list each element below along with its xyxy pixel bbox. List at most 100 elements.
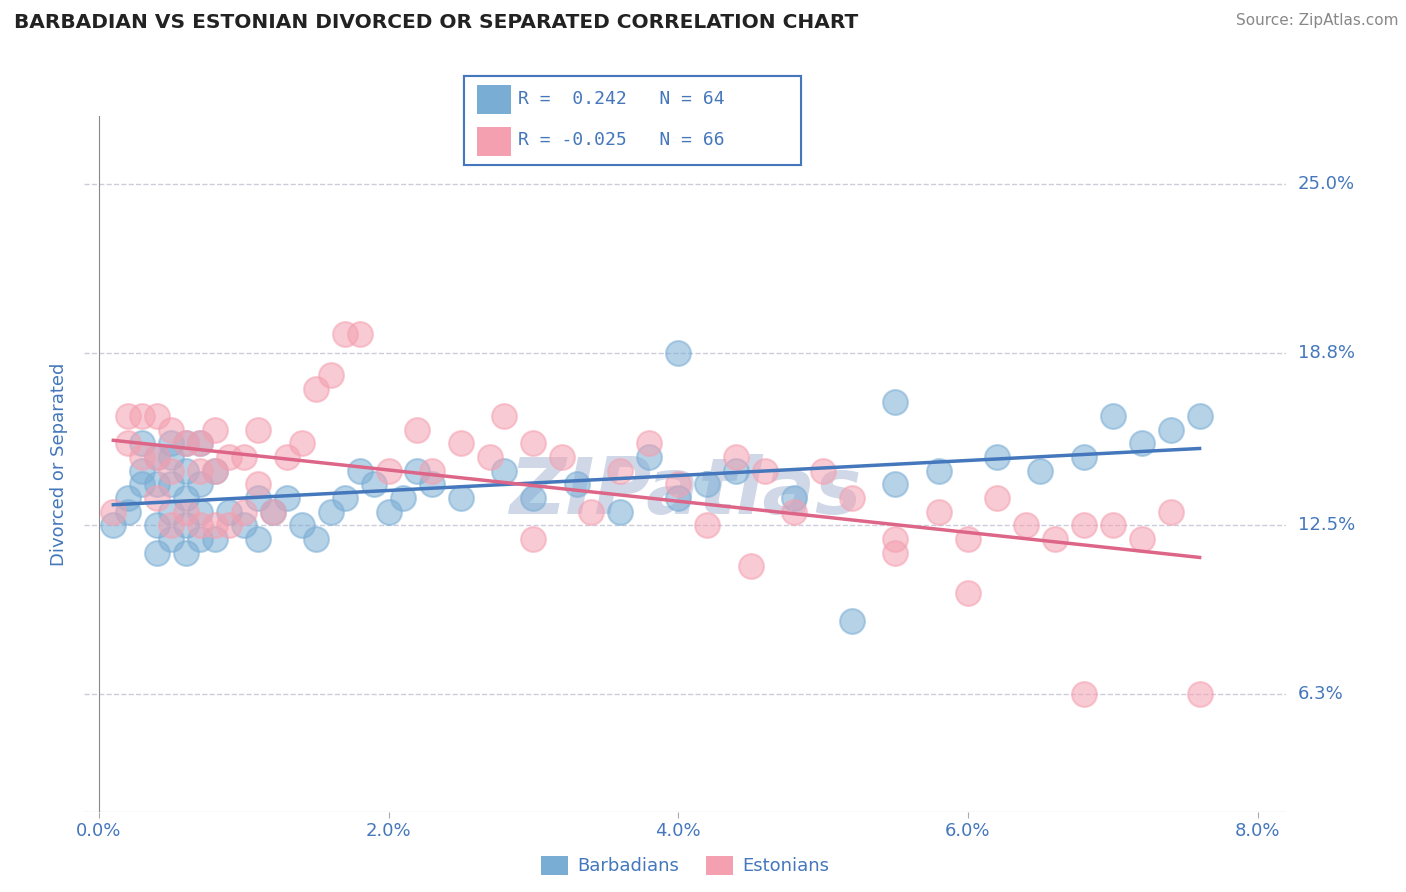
Point xyxy=(146,491,169,505)
Point xyxy=(131,409,153,423)
Point xyxy=(160,532,183,546)
Bar xyxy=(478,127,512,156)
Point xyxy=(160,505,183,519)
Point xyxy=(131,436,153,450)
Point xyxy=(188,436,211,450)
Point xyxy=(247,532,270,546)
Point xyxy=(291,436,314,450)
Point xyxy=(841,491,863,505)
Point xyxy=(174,505,197,519)
Point xyxy=(551,450,574,464)
Point xyxy=(1130,436,1153,450)
Text: BARBADIAN VS ESTONIAN DIVORCED OR SEPARATED CORRELATION CHART: BARBADIAN VS ESTONIAN DIVORCED OR SEPARA… xyxy=(14,13,858,32)
Point xyxy=(420,464,443,478)
Point xyxy=(609,464,631,478)
Point xyxy=(1188,687,1211,701)
Point xyxy=(204,464,226,478)
Point xyxy=(174,491,197,505)
Point xyxy=(841,614,863,628)
Point xyxy=(319,368,342,383)
Point xyxy=(1188,409,1211,423)
Point xyxy=(174,545,197,559)
Point xyxy=(131,450,153,464)
Point xyxy=(146,518,169,533)
Point xyxy=(1015,518,1038,533)
Text: ZIPatlas: ZIPatlas xyxy=(509,454,862,530)
Point xyxy=(1101,518,1123,533)
Point xyxy=(349,327,371,342)
Point xyxy=(783,491,806,505)
Point xyxy=(188,532,211,546)
Point xyxy=(247,423,270,437)
Point xyxy=(928,505,950,519)
Text: 12.5%: 12.5% xyxy=(1298,516,1355,534)
Point xyxy=(740,559,762,574)
Text: R =  0.242   N = 64: R = 0.242 N = 64 xyxy=(517,90,724,109)
Point xyxy=(363,477,385,491)
Point xyxy=(884,477,907,491)
Point xyxy=(1073,450,1095,464)
Point xyxy=(725,450,748,464)
Point xyxy=(986,491,1008,505)
Point xyxy=(1160,505,1182,519)
Point xyxy=(146,409,169,423)
Point xyxy=(666,491,689,505)
Point xyxy=(666,346,689,360)
Point xyxy=(146,450,169,464)
Point xyxy=(218,450,240,464)
Point xyxy=(696,518,718,533)
Point xyxy=(174,436,197,450)
Point xyxy=(494,409,516,423)
Point xyxy=(204,464,226,478)
Point xyxy=(174,518,197,533)
Point xyxy=(305,382,328,396)
Point xyxy=(1073,518,1095,533)
Bar xyxy=(478,85,512,114)
Point xyxy=(333,327,356,342)
Point xyxy=(377,505,399,519)
Point xyxy=(725,464,748,478)
Point xyxy=(188,477,211,491)
Point xyxy=(638,450,661,464)
Point xyxy=(276,450,298,464)
Text: R =  0.242   N = 64: R = 0.242 N = 64 xyxy=(517,90,724,109)
Point xyxy=(494,464,516,478)
Point xyxy=(305,532,328,546)
Point xyxy=(377,464,399,478)
Point xyxy=(811,464,834,478)
Point xyxy=(609,505,631,519)
Point xyxy=(174,464,197,478)
Y-axis label: Divorced or Separated: Divorced or Separated xyxy=(51,362,69,566)
Point xyxy=(188,505,211,519)
Bar xyxy=(478,127,512,156)
Point xyxy=(146,545,169,559)
Point xyxy=(783,505,806,519)
Point xyxy=(247,477,270,491)
Point xyxy=(1160,423,1182,437)
Point xyxy=(204,532,226,546)
Point xyxy=(160,450,183,464)
Point xyxy=(478,450,501,464)
Point xyxy=(262,505,284,519)
Point xyxy=(1130,532,1153,546)
Text: 25.0%: 25.0% xyxy=(1298,175,1355,194)
Point xyxy=(146,477,169,491)
Point xyxy=(1101,409,1123,423)
Point xyxy=(188,464,211,478)
Point xyxy=(1043,532,1066,546)
Text: 18.8%: 18.8% xyxy=(1298,344,1354,362)
Point xyxy=(884,532,907,546)
Point xyxy=(696,477,718,491)
Point xyxy=(188,518,211,533)
Point xyxy=(666,477,689,491)
Text: R = -0.025   N = 66: R = -0.025 N = 66 xyxy=(517,131,724,150)
Point xyxy=(117,436,139,450)
Point xyxy=(160,436,183,450)
Point xyxy=(754,464,776,478)
Point xyxy=(1029,464,1052,478)
Point xyxy=(333,491,356,505)
Point xyxy=(103,518,125,533)
Point xyxy=(884,395,907,409)
Point xyxy=(450,436,472,450)
Point xyxy=(131,464,153,478)
